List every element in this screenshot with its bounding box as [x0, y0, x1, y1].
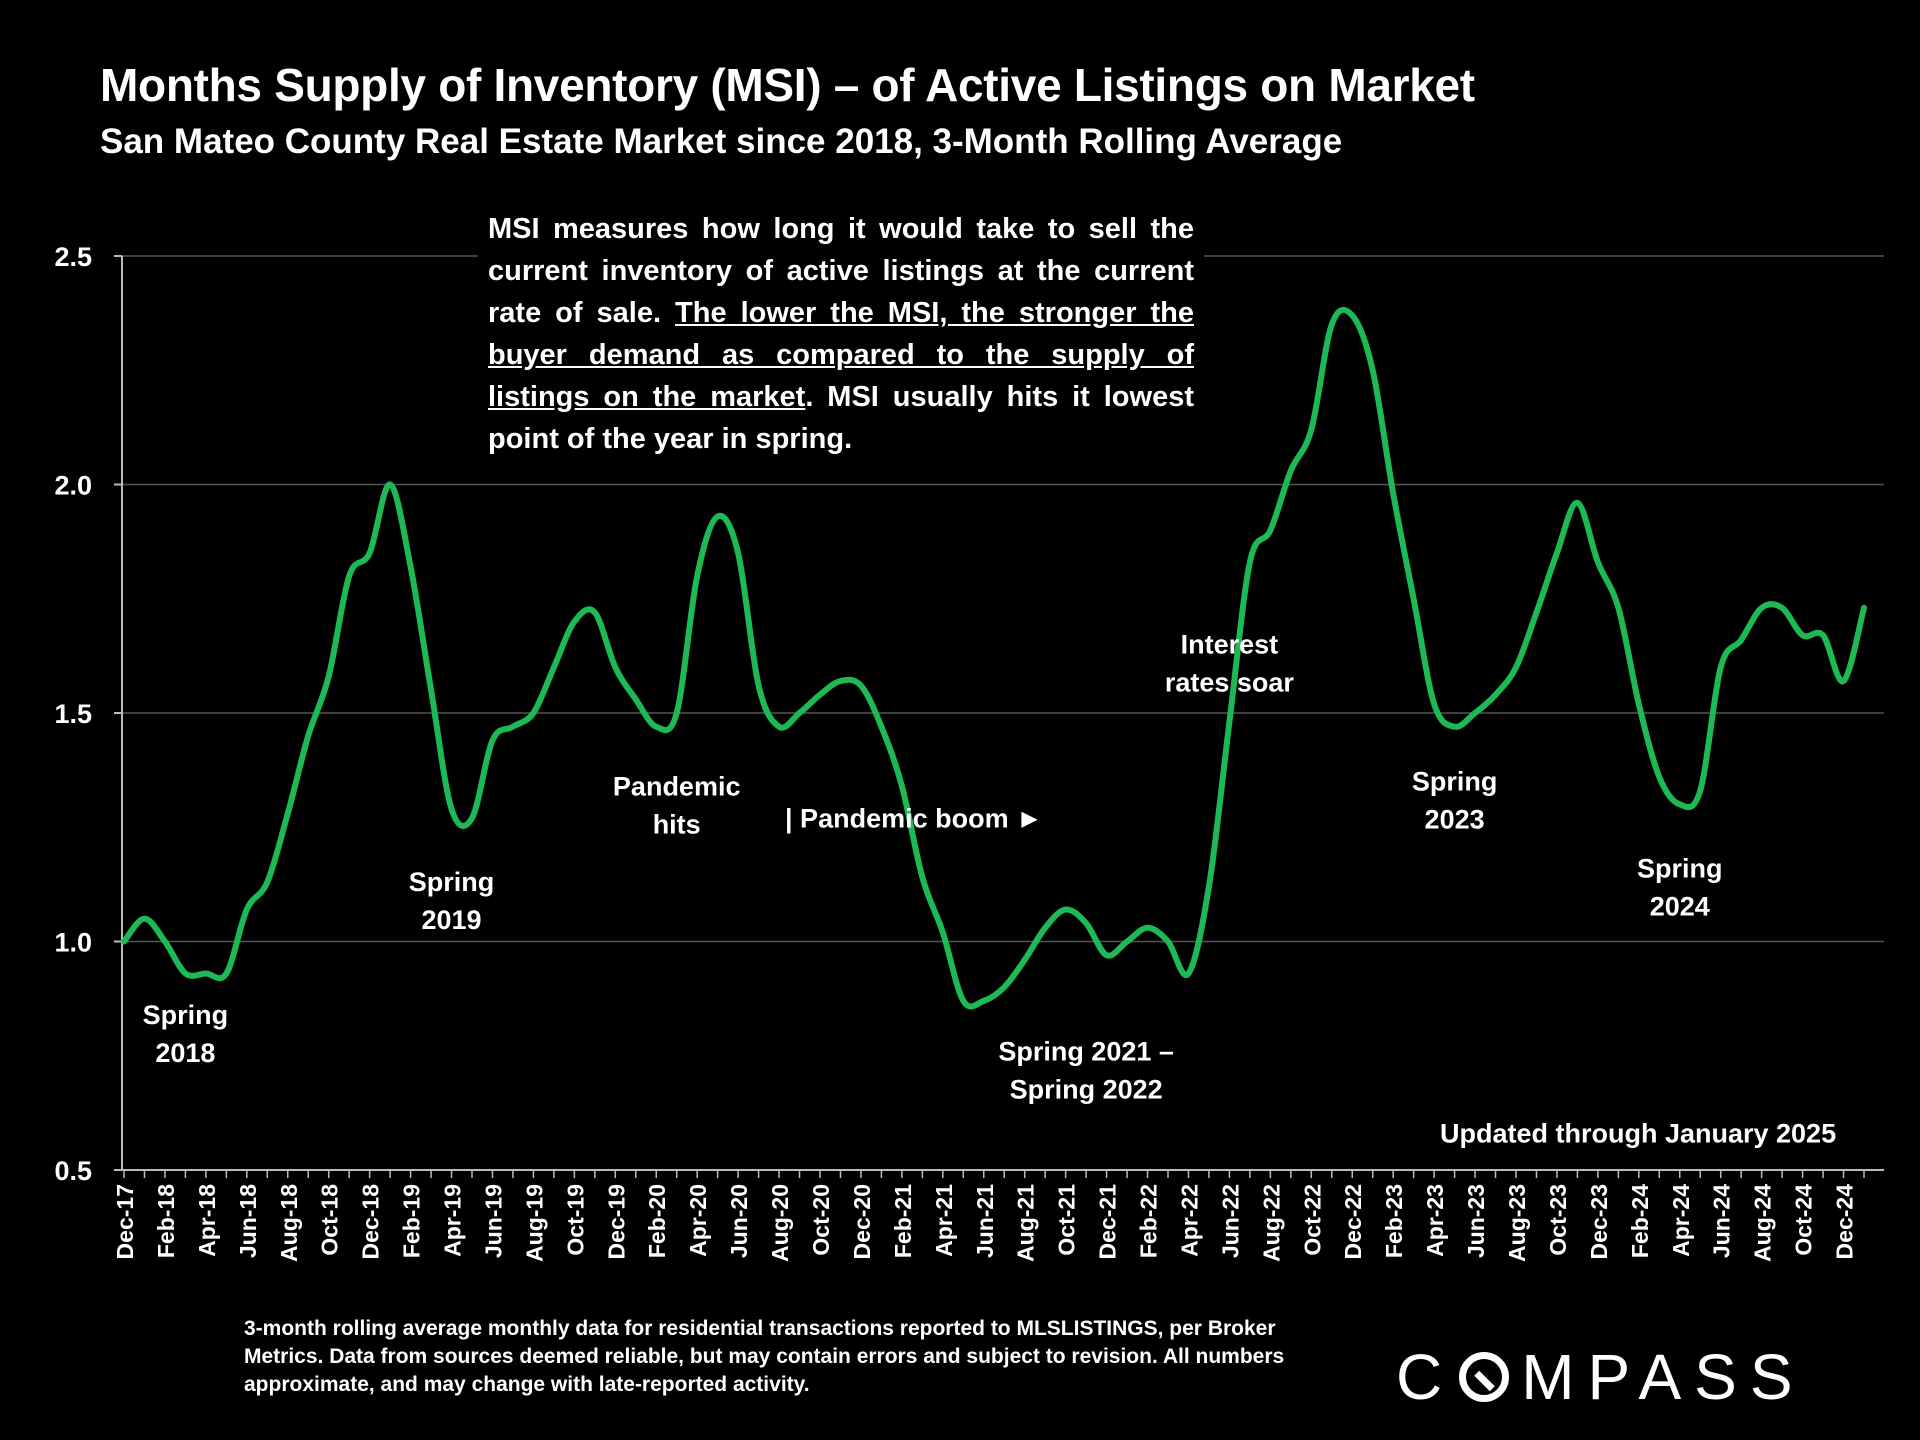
- x-tick-label: Feb-21: [890, 1184, 916, 1258]
- x-tick-label: Dec-20: [849, 1184, 875, 1259]
- x-tick-label: Aug-21: [1013, 1184, 1039, 1262]
- chart-annotations: Spring 2018 Spring 2019 Pandemic hits | Pandem…: [143, 630, 1836, 1149]
- x-tick-label: Jun-19: [480, 1184, 506, 1258]
- chart-axes: [114, 255, 1884, 1178]
- annotation-line: Updated through January 2025: [1440, 1119, 1836, 1149]
- y-tick-label: 2.0: [54, 471, 92, 501]
- chart-annotation: Spring 2019: [409, 867, 495, 935]
- annotation-line: 2018: [155, 1038, 215, 1068]
- annotation-line: hits: [653, 809, 701, 839]
- x-tick-label: Feb-23: [1381, 1184, 1407, 1258]
- annotation-line: Spring: [143, 1000, 229, 1030]
- x-tick-label: Oct-22: [1299, 1184, 1325, 1256]
- x-tick-label: Oct-23: [1545, 1184, 1571, 1256]
- note-text-2: . MSI usually hits it lowest point of th…: [488, 381, 1194, 455]
- x-tick-label: Feb-18: [153, 1184, 179, 1258]
- annotation-line: 2023: [1425, 805, 1485, 835]
- x-tick-label: Aug-19: [521, 1184, 547, 1262]
- note-text-1: MSI measures how long it would take to s…: [488, 213, 1194, 329]
- annotation-line: Spring 2022: [1010, 1074, 1163, 1104]
- x-tick-label: Aug-18: [276, 1184, 302, 1262]
- x-tick-label: Jun-22: [1217, 1184, 1243, 1258]
- x-tick-label: Dec-22: [1340, 1184, 1366, 1259]
- x-tick-label: Apr-24: [1668, 1184, 1694, 1257]
- x-tick-label: Feb-19: [399, 1184, 425, 1258]
- x-tick-label: Dec-21: [1095, 1184, 1121, 1260]
- x-tick-label: Apr-23: [1422, 1184, 1448, 1257]
- x-tick-label: Dec-19: [603, 1184, 629, 1259]
- chart-annotation: | Pandemic boom ►: [785, 803, 1043, 833]
- x-tick-label: Feb-20: [644, 1184, 670, 1258]
- x-tick-label: Oct-21: [1054, 1184, 1080, 1256]
- x-tick-label: Dec-23: [1586, 1184, 1612, 1259]
- annotation-line: Spring: [409, 867, 495, 897]
- annotation-line: Pandemic: [613, 771, 741, 801]
- chart-annotation: Spring 2023: [1412, 767, 1498, 835]
- chart-annotation: Interest rates soar: [1165, 630, 1295, 698]
- x-tick-label: Apr-22: [1176, 1184, 1202, 1257]
- annotation-line: Spring: [1637, 854, 1723, 884]
- x-tick-label: Jun-20: [726, 1184, 752, 1258]
- chart-annotation: Spring 2018: [143, 1000, 229, 1068]
- msi-explanation-note: MSI measures how long it would take to s…: [478, 208, 1204, 460]
- x-tick-label: Oct-19: [562, 1184, 588, 1256]
- x-tick-label: Apr-18: [194, 1184, 220, 1257]
- chart-annotation: Pandemic hits: [613, 771, 741, 839]
- logo-text-right: MPASS: [1521, 1341, 1806, 1413]
- x-tick-label: Dec-24: [1832, 1184, 1858, 1260]
- annotation-line: 2019: [421, 905, 481, 935]
- chart-series: [121, 306, 1867, 1010]
- annotation-line: Spring 2021 –: [998, 1036, 1174, 1066]
- x-tick-label: Apr-20: [685, 1184, 711, 1257]
- y-tick-label: 1.0: [54, 928, 92, 958]
- compass-o-icon: [1459, 1352, 1510, 1402]
- x-tick-label: Jun-24: [1709, 1184, 1735, 1258]
- x-tick-label: Dec-17: [112, 1184, 138, 1259]
- annotation-line: | Pandemic boom ►: [785, 803, 1043, 833]
- x-axis-tick-labels: Dec-17 Feb-18 Apr-18 Jun-18 Aug-18 Oct-18 Dec-…: [112, 1184, 1858, 1262]
- y-tick-label: 2.5: [54, 242, 92, 272]
- x-tick-label: Dec-18: [358, 1184, 384, 1260]
- page-subtitle: San Mateo County Real Estate Market sinc…: [100, 122, 1343, 161]
- x-tick-label: Apr-19: [440, 1184, 466, 1257]
- x-tick-label: Jun-21: [972, 1184, 998, 1258]
- x-tick-label: Aug-20: [767, 1184, 793, 1262]
- page-title: Months Supply of Inventory (MSI) – of Ac…: [100, 59, 1475, 111]
- y-tick-label: 1.5: [54, 699, 92, 729]
- annotation-line: Spring: [1412, 767, 1498, 797]
- source-footnote: 3-month rolling average monthly data for…: [244, 1317, 1285, 1396]
- x-tick-label: Jun-23: [1463, 1184, 1489, 1258]
- compass-logo: C MPASS: [1396, 1340, 1806, 1414]
- note-text-underlined: The lower the MSI, the stronger the buye…: [488, 297, 1194, 413]
- x-tick-label: Aug-22: [1258, 1184, 1284, 1262]
- logo-text-left: C: [1396, 1341, 1456, 1413]
- x-tick-label: Feb-24: [1627, 1184, 1653, 1258]
- annotation-line: rates soar: [1165, 668, 1295, 698]
- msi-series-line: [121, 306, 1867, 1010]
- x-tick-label: Feb-22: [1136, 1184, 1162, 1258]
- y-tick-label: 0.5: [54, 1156, 92, 1186]
- chart-annotation: Updated through January 2025: [1440, 1119, 1836, 1149]
- x-tick-label: Jun-18: [235, 1184, 261, 1258]
- chart-annotation: Spring 2024: [1637, 854, 1723, 922]
- x-tick-label: Aug-24: [1750, 1184, 1776, 1262]
- x-tick-label: Oct-18: [317, 1184, 343, 1256]
- x-tick-label: Apr-21: [931, 1184, 957, 1257]
- y-axis-tick-labels: 0.5 1.0 1.5 2.0 2.5: [54, 242, 92, 1186]
- x-tick-label: Aug-23: [1504, 1184, 1530, 1262]
- annotation-line: 2024: [1650, 892, 1710, 922]
- x-tick-label: Oct-20: [808, 1184, 834, 1256]
- annotation-line: Interest: [1181, 630, 1279, 660]
- x-tick-label: Oct-24: [1791, 1184, 1817, 1256]
- chart-annotation: Spring 2021 – Spring 2022: [998, 1036, 1174, 1104]
